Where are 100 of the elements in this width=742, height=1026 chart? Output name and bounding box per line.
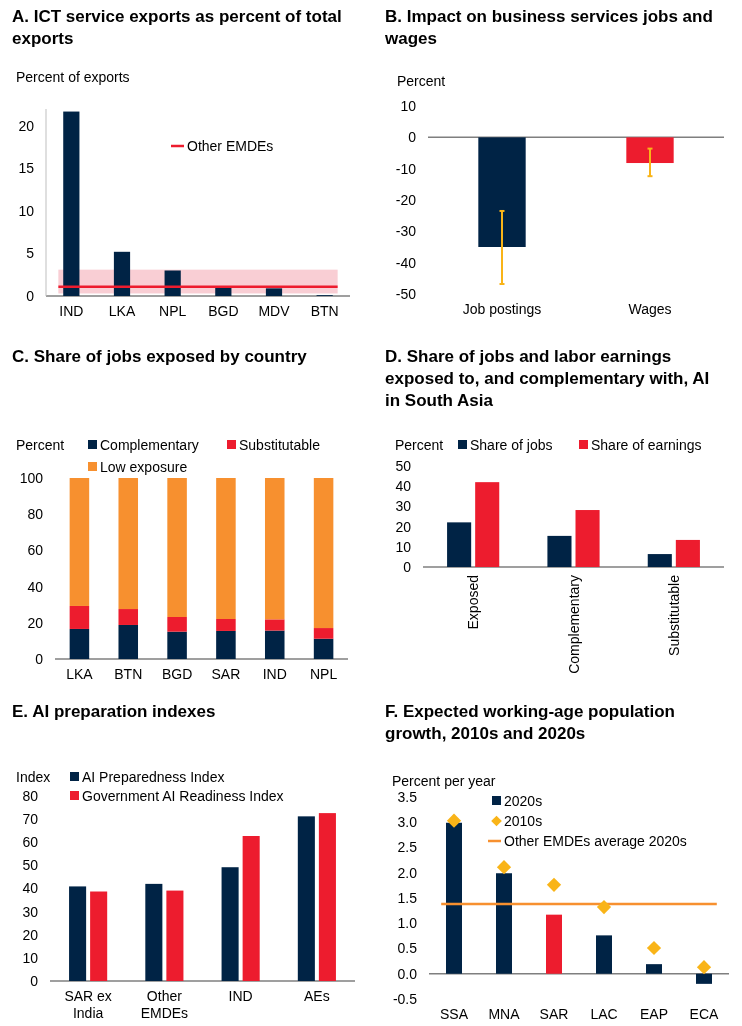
chart-title: D. Share of jobs and labor earnings exposed to, and complementary with, AI in South Asia [385, 347, 710, 410]
x-tick-label: Complementary [565, 575, 582, 674]
bar [221, 867, 239, 981]
y-tick-label: 20 [27, 614, 44, 631]
y-tick-label: 60 [22, 834, 39, 851]
point [696, 960, 712, 975]
legend-label: Substitutable [239, 437, 321, 453]
bar [167, 617, 187, 632]
legend-label: Other EMDEs [187, 138, 274, 154]
chart-title: E. AI preparation indexes [12, 702, 216, 721]
bar [265, 288, 283, 296]
y-tick-label: 20 [18, 117, 35, 134]
x-tick-label: AEs [304, 988, 330, 1004]
y-tick-label: 30 [395, 498, 412, 515]
y-tick-label: -20 [395, 191, 417, 208]
y-tick-label: 0 [35, 650, 44, 667]
bar [264, 630, 285, 659]
bar [696, 973, 712, 984]
y-tick-label: 2.0 [397, 864, 418, 881]
bar [118, 478, 139, 610]
y-tick-label: 0 [403, 558, 412, 575]
bar [118, 624, 139, 659]
y-tick-label: 80 [27, 506, 44, 523]
x-tick-label: BGD [161, 666, 193, 682]
bar [69, 605, 90, 629]
bar [496, 873, 512, 974]
x-tick-label: IND [228, 988, 253, 1004]
x-tick-label: SAR [211, 666, 241, 682]
x-tick-label: SAR [539, 1006, 569, 1022]
legend-label: 2020s [504, 793, 543, 809]
bar [216, 630, 236, 659]
x-tick-label: MNA [488, 1006, 521, 1022]
bar [264, 478, 285, 620]
y-tick-label: 70 [22, 811, 39, 828]
bar [575, 510, 600, 567]
bar [313, 478, 334, 629]
y-tick-label: 2.5 [397, 839, 418, 856]
bar [167, 478, 187, 618]
bar [475, 482, 500, 567]
y-tick-label: 20 [395, 518, 412, 535]
legend-label: 2010s [504, 813, 543, 829]
legend-label: Share of jobs [470, 437, 553, 453]
point [496, 860, 512, 875]
y-tick-label: 0.0 [397, 965, 418, 982]
x-tick-label: LAC [590, 1006, 618, 1022]
chart-title: C. Share of jobs exposed by country [12, 347, 308, 366]
y-tick-label: 0 [30, 972, 39, 989]
legend-label: Share of earnings [591, 437, 702, 453]
y-tick-label: 10 [395, 538, 412, 555]
point [446, 813, 462, 828]
y-tick-label: 50 [22, 857, 39, 874]
bar [69, 886, 87, 981]
chart-title: F. Expected working-age population growth, 2010s and 2020s [385, 702, 675, 743]
legend-label: Complementary [100, 437, 199, 453]
x-tick-label: Job postings [462, 301, 542, 317]
bar [166, 890, 184, 981]
y-axis-title: Percent [16, 437, 65, 453]
x-tick-label: ECA [689, 1006, 720, 1022]
x-tick-label: Other EMDEs [140, 988, 189, 1021]
bar [242, 836, 260, 981]
bar [646, 964, 662, 974]
x-tick-label: Substitutable [665, 574, 682, 656]
x-tick-label: SSA [439, 1006, 469, 1022]
point [596, 899, 612, 915]
legend-label: Government AI Readiness Index [82, 788, 284, 804]
legend-label: Low exposure [100, 459, 188, 475]
bar [264, 619, 285, 631]
y-axis-title: Percent [397, 73, 446, 89]
bar [167, 631, 187, 659]
y-tick-label: -0.5 [392, 990, 418, 1007]
y-axis-title: Percent [395, 437, 444, 453]
chart-title: B. Impact on business services jobs and wages [384, 7, 713, 48]
y-tick-label: 0 [26, 287, 35, 304]
bar [90, 891, 108, 981]
bar [113, 251, 131, 296]
bar [297, 816, 315, 981]
bar [547, 535, 572, 567]
x-tick-label: BGD [208, 303, 239, 319]
y-tick-label: 15 [18, 160, 35, 177]
y-tick-label: 3.0 [397, 814, 418, 831]
point [546, 877, 562, 892]
point [646, 940, 662, 956]
y-tick-label: 0 [408, 129, 417, 146]
x-tick-label: BTN [114, 666, 143, 682]
y-tick-label: -40 [395, 254, 417, 271]
y-axis-title: Percent of exports [16, 69, 130, 85]
y-tick-label: -30 [395, 223, 417, 240]
y-tick-label: 100 [19, 469, 44, 486]
bar [447, 522, 472, 567]
x-tick-label: MDV [258, 303, 291, 319]
y-tick-label: 50 [395, 457, 412, 474]
chart-title: A. ICT service exports as percent of total exports [12, 7, 342, 48]
x-tick-label: Wages [628, 301, 672, 317]
x-tick-label: SAR ex India [64, 988, 112, 1021]
bar [313, 638, 334, 659]
bar [63, 111, 80, 296]
bar [216, 619, 236, 631]
bar [69, 628, 90, 659]
bar [446, 822, 462, 974]
x-tick-label: EAP [639, 1006, 669, 1022]
